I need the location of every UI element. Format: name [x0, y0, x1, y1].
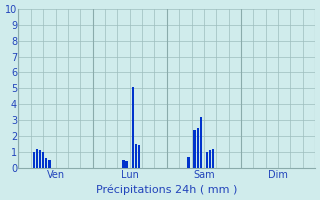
- Bar: [123, 160, 125, 168]
- Bar: [132, 87, 134, 168]
- Bar: [39, 150, 41, 168]
- Bar: [212, 149, 214, 168]
- Bar: [196, 128, 199, 168]
- Bar: [36, 149, 38, 168]
- Bar: [48, 160, 51, 168]
- Bar: [135, 144, 137, 168]
- X-axis label: Précipitations 24h ( mm ): Précipitations 24h ( mm ): [96, 185, 237, 195]
- Bar: [42, 152, 44, 168]
- Bar: [194, 130, 196, 168]
- Bar: [200, 117, 202, 168]
- Bar: [45, 158, 47, 168]
- Bar: [209, 150, 211, 168]
- Bar: [33, 152, 35, 168]
- Bar: [206, 152, 208, 168]
- Bar: [138, 145, 140, 168]
- Bar: [187, 157, 190, 168]
- Bar: [125, 161, 128, 168]
